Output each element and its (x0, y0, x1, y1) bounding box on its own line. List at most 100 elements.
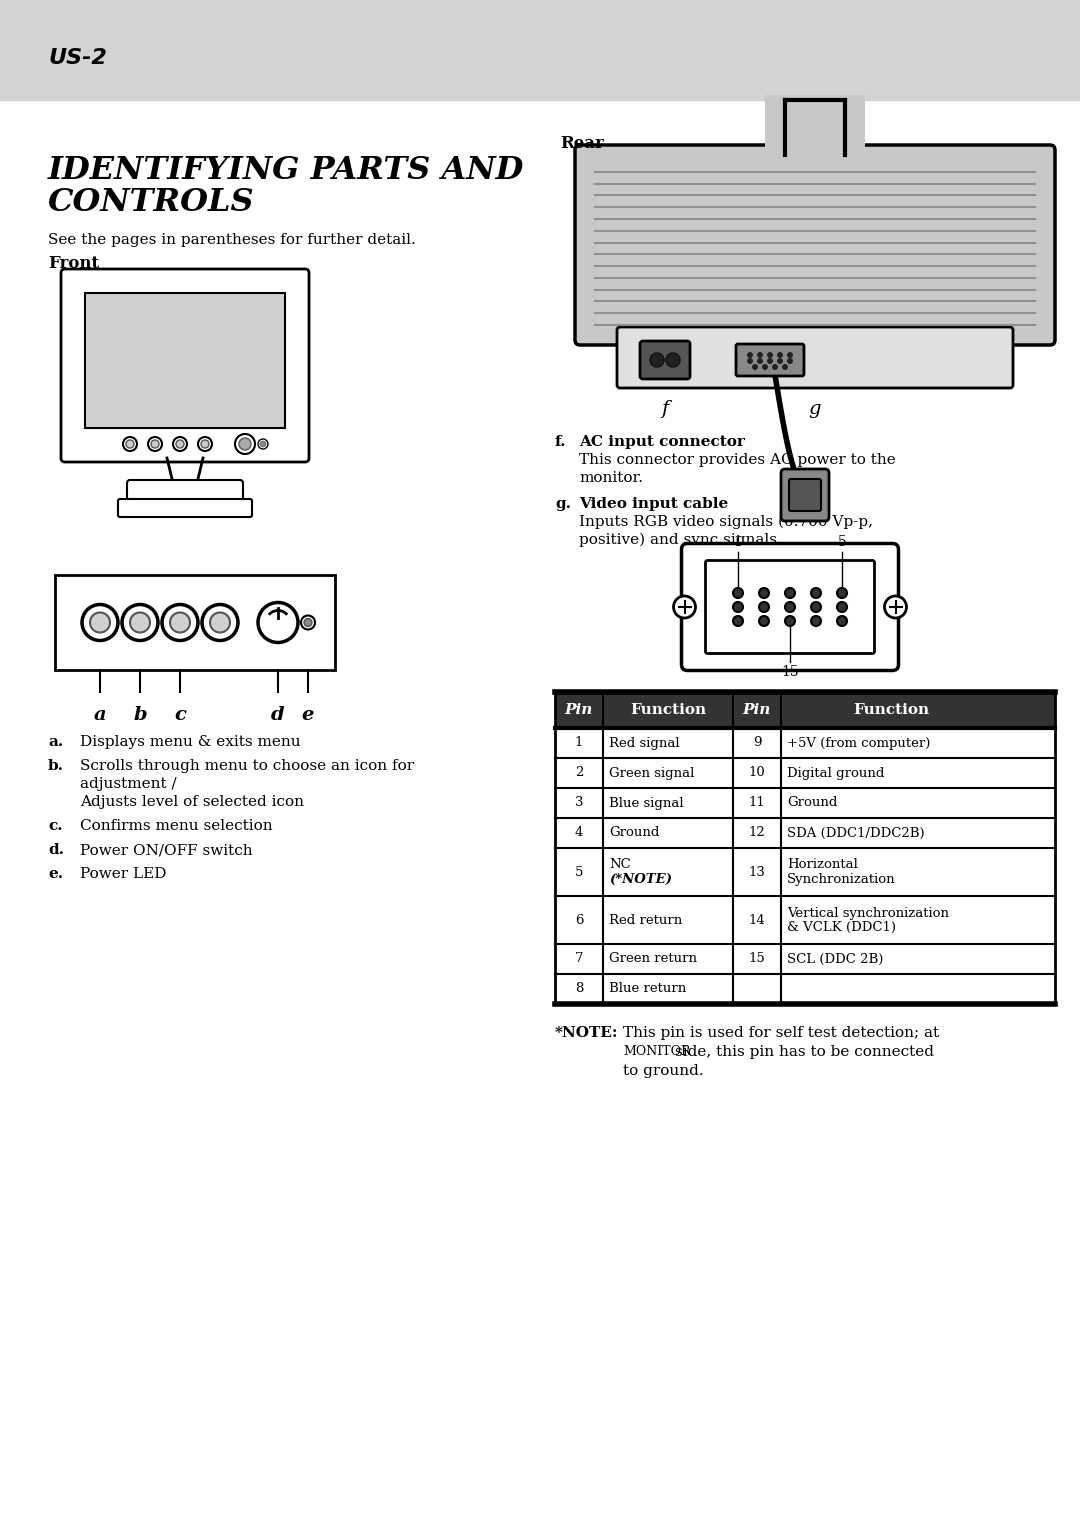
Circle shape (785, 589, 795, 598)
Bar (0, 0, 1080, 100)
Circle shape (768, 359, 772, 363)
Circle shape (674, 596, 696, 618)
Text: 2: 2 (575, 766, 583, 779)
Text: monitor.: monitor. (579, 471, 643, 484)
Circle shape (837, 616, 847, 625)
Circle shape (778, 359, 783, 363)
Text: 3: 3 (575, 797, 583, 809)
Text: Vertical synchronization: Vertical synchronization (787, 906, 949, 920)
Text: MONITOR: MONITOR (623, 1046, 690, 1058)
Circle shape (772, 365, 778, 369)
Text: Inputs RGB video signals (0.700 Vp-p,: Inputs RGB video signals (0.700 Vp-p, (579, 515, 873, 529)
Circle shape (650, 353, 664, 366)
Circle shape (130, 613, 150, 633)
Text: Horizontal: Horizontal (787, 858, 858, 871)
Circle shape (170, 613, 190, 633)
Circle shape (176, 440, 184, 448)
Text: adjustment /: adjustment / (80, 777, 177, 791)
Circle shape (785, 616, 795, 625)
FancyBboxPatch shape (118, 500, 252, 517)
Text: 5: 5 (838, 535, 847, 549)
Text: Synchronization: Synchronization (787, 872, 895, 886)
FancyBboxPatch shape (735, 343, 804, 376)
Text: Pin: Pin (565, 704, 593, 717)
Text: 10: 10 (748, 766, 766, 779)
Circle shape (757, 359, 762, 363)
Text: 4: 4 (575, 826, 583, 840)
Circle shape (787, 353, 793, 357)
Text: b.: b. (48, 759, 64, 773)
Text: c.: c. (48, 819, 63, 832)
Circle shape (811, 616, 821, 625)
Circle shape (837, 589, 847, 598)
Circle shape (759, 589, 769, 598)
Text: Confirms menu selection: Confirms menu selection (80, 819, 272, 832)
Circle shape (768, 353, 772, 357)
Text: NC: NC (609, 858, 631, 871)
Circle shape (258, 438, 268, 449)
Circle shape (260, 442, 266, 448)
Circle shape (303, 618, 312, 627)
Text: positive) and sync signals.: positive) and sync signals. (579, 533, 782, 547)
FancyBboxPatch shape (789, 478, 821, 510)
Circle shape (126, 440, 134, 448)
Text: e.: e. (48, 868, 63, 881)
Text: Displays menu & exits menu: Displays menu & exits menu (80, 734, 300, 750)
Text: Power ON/OFF switch: Power ON/OFF switch (80, 843, 253, 857)
Circle shape (759, 616, 769, 625)
Text: to ground.: to ground. (623, 1064, 704, 1078)
Text: g: g (809, 400, 821, 419)
Circle shape (837, 602, 847, 612)
Bar (555, 691, 1055, 728)
Text: 15: 15 (748, 952, 766, 966)
Circle shape (885, 596, 906, 618)
Circle shape (198, 437, 212, 451)
Circle shape (82, 604, 118, 641)
Circle shape (301, 616, 315, 630)
Text: This pin is used for self test detection; at: This pin is used for self test detection… (623, 1026, 940, 1039)
Text: AC input connector: AC input connector (579, 435, 745, 449)
Text: See the pages in parentheses for further detail.: See the pages in parentheses for further… (48, 233, 416, 247)
Text: Video input cable: Video input cable (579, 497, 728, 510)
Text: 14: 14 (748, 914, 766, 926)
Text: Adjusts level of selected icon: Adjusts level of selected icon (80, 796, 303, 809)
Text: Function: Function (630, 704, 706, 717)
Text: d.: d. (48, 843, 64, 857)
Circle shape (90, 613, 110, 633)
Bar (765, 95, 865, 155)
FancyBboxPatch shape (705, 561, 875, 653)
Text: IDENTIFYING PARTS AND: IDENTIFYING PARTS AND (48, 155, 525, 185)
Text: CONTROLS: CONTROLS (48, 187, 255, 218)
Text: b: b (133, 707, 147, 724)
Text: US-2: US-2 (48, 48, 107, 67)
Text: f.: f. (555, 435, 567, 449)
Circle shape (762, 365, 768, 369)
Text: a: a (94, 707, 106, 724)
Circle shape (173, 437, 187, 451)
Circle shape (733, 616, 743, 625)
Text: 6: 6 (575, 914, 583, 926)
Circle shape (733, 602, 743, 612)
Circle shape (162, 604, 198, 641)
Circle shape (733, 589, 743, 598)
Text: Power LED: Power LED (80, 868, 166, 881)
Circle shape (787, 359, 793, 363)
Circle shape (239, 438, 251, 451)
Circle shape (148, 437, 162, 451)
Text: 5: 5 (575, 866, 583, 878)
Circle shape (151, 440, 159, 448)
Circle shape (122, 604, 158, 641)
Circle shape (201, 440, 210, 448)
Circle shape (666, 353, 680, 366)
Text: 1: 1 (733, 535, 742, 549)
Text: Pin: Pin (743, 704, 771, 717)
Text: 11: 11 (748, 797, 766, 809)
Text: Ground: Ground (787, 797, 837, 809)
Text: 9: 9 (753, 736, 761, 750)
Text: Green return: Green return (609, 952, 697, 966)
Text: 8: 8 (575, 983, 583, 995)
Text: Digital ground: Digital ground (787, 766, 885, 779)
FancyBboxPatch shape (127, 480, 243, 506)
Text: 13: 13 (748, 866, 766, 878)
Text: Blue signal: Blue signal (609, 797, 684, 809)
